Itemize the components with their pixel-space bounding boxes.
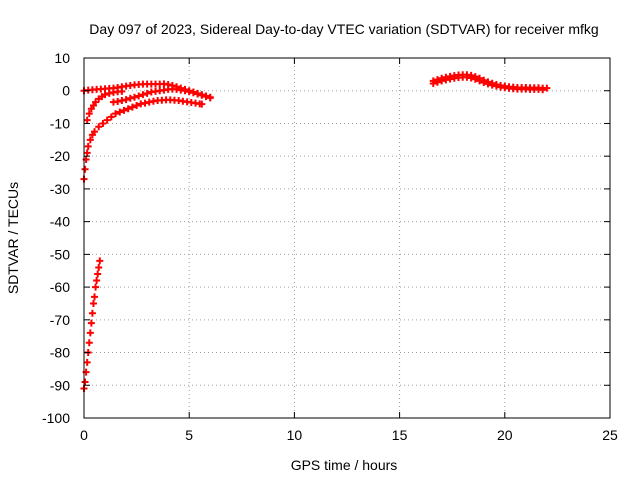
y-tick-label: -90 [50,377,70,393]
data-point [484,80,492,88]
data-point [86,136,94,144]
data-point [120,106,128,114]
data-point [112,110,120,118]
data-point [86,329,94,337]
data-point [198,91,206,99]
y-tick-label: -10 [50,115,70,131]
y-tick-label: 10 [54,50,70,66]
data-point [135,92,143,100]
data-point [476,77,484,85]
y-axis-label: SDTVAR / TECUs [5,182,21,294]
data-point [83,116,91,124]
data-point [471,75,479,83]
data-point [107,113,115,121]
data-point [81,165,89,173]
data-point [95,123,103,131]
data-point [85,110,93,118]
data-point [480,79,488,87]
x-tick-label: 10 [287,427,303,443]
data-point [543,84,551,92]
data-point [128,103,136,111]
plot-frame [83,57,611,419]
data-point [124,105,132,113]
data-point [198,100,206,108]
data-point [189,89,197,97]
x-tick-label: 15 [392,427,408,443]
data-point [88,309,96,317]
data-point [84,142,92,150]
data-point [83,149,91,157]
data-point [93,277,101,285]
y-tick-label: -80 [50,345,70,361]
data-point [194,90,202,98]
data-point [91,128,99,136]
y-tick-label: 0 [62,83,70,99]
x-tick-label: 20 [497,427,513,443]
data-point [433,78,441,86]
data-point [81,378,89,386]
data-point [429,80,437,88]
data-point [143,89,151,97]
axes: 0 5 10 15 20 25 10 0 -10 -20 -30 -40 -50 -60 -70 -80 -90… [42,50,618,443]
data-point [99,119,107,127]
data-point [91,293,99,301]
data-point [116,108,124,116]
grid [84,58,610,418]
data-point [130,93,138,101]
y-tick-label: -40 [50,214,70,230]
data-point [96,257,104,265]
y-tick-label: -20 [50,148,70,164]
data-point [83,358,91,366]
data-point [202,93,210,101]
x-tick-label: 0 [80,427,88,443]
data-point [467,74,475,82]
data-point [139,91,147,99]
x-axis-label: GPS time / hours [291,457,398,473]
data-point [87,319,95,327]
data-point [539,86,547,94]
y-tick-label: -60 [50,279,70,295]
data-point [94,270,102,278]
y-tick-label: -70 [50,312,70,328]
y-tick-label: -50 [50,246,70,262]
data-point [89,299,97,307]
y-tick-label: -30 [50,181,70,197]
data-point [206,94,214,102]
data-point [103,116,111,124]
data-point [133,101,141,109]
y-tick-label: -100 [42,410,70,426]
chart-title: Day 097 of 2023, Sidereal Day-to-day VTE… [89,21,598,37]
series-5 [109,85,214,106]
data-point [122,96,130,104]
data-point [95,263,103,271]
series-7 [429,73,547,94]
data-point [85,339,93,347]
data-point [92,283,100,291]
data-point [101,91,109,99]
x-tick-label: 5 [185,427,193,443]
x-tick-label: 25 [602,427,618,443]
